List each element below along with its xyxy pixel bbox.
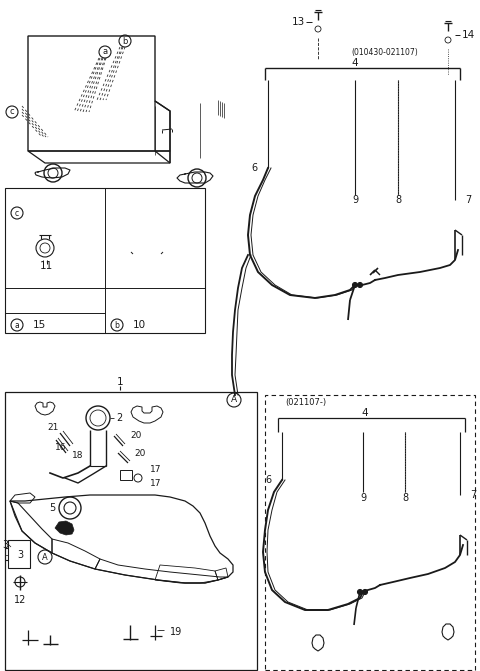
Text: 3: 3	[2, 540, 8, 550]
Text: 20: 20	[134, 448, 145, 458]
Bar	[265, 395, 475, 670]
Text: c: c	[10, 107, 14, 117]
Text: a: a	[102, 48, 108, 56]
Bar	[8, 540, 30, 568]
Text: 1: 1	[117, 377, 123, 387]
Text: 2: 2	[116, 413, 122, 423]
Text: b: b	[122, 36, 128, 46]
Text: c: c	[15, 209, 19, 217]
Bar	[5, 188, 205, 333]
Text: 17: 17	[150, 466, 161, 474]
Text: 21: 21	[48, 423, 59, 433]
Text: 9: 9	[360, 493, 366, 503]
Text: 13: 13	[292, 17, 305, 27]
Text: 9: 9	[352, 195, 358, 205]
Text: 12: 12	[14, 595, 26, 605]
Text: 10: 10	[133, 320, 146, 330]
Text: 4: 4	[362, 408, 368, 418]
Text: 8: 8	[402, 493, 408, 503]
Text: 16: 16	[55, 444, 66, 452]
Circle shape	[352, 282, 358, 287]
Text: 5: 5	[49, 503, 55, 513]
Text: 6: 6	[252, 163, 258, 173]
Text: a: a	[14, 321, 19, 329]
Text: 20: 20	[130, 431, 142, 440]
Text: 7: 7	[470, 490, 476, 500]
Text: (010430-021107): (010430-021107)	[352, 48, 419, 58]
Circle shape	[358, 590, 362, 595]
Text: (021107-): (021107-)	[285, 399, 326, 407]
Text: 3: 3	[17, 550, 23, 560]
Text: b: b	[115, 321, 120, 329]
Text: 18: 18	[72, 452, 83, 460]
Text: A: A	[231, 395, 237, 405]
Text: A: A	[42, 552, 48, 562]
Text: 15: 15	[33, 320, 46, 330]
Polygon shape	[55, 521, 74, 535]
Text: 19: 19	[170, 627, 182, 637]
Bar	[5, 392, 257, 670]
Text: 6: 6	[266, 475, 272, 485]
Text: 4: 4	[352, 58, 358, 68]
Text: 14: 14	[462, 30, 475, 40]
Text: 7: 7	[465, 195, 471, 205]
Bar	[120, 470, 132, 480]
Circle shape	[358, 282, 362, 287]
Text: 8: 8	[395, 195, 401, 205]
Text: 11: 11	[40, 261, 53, 271]
Circle shape	[362, 590, 368, 595]
Text: 17: 17	[150, 478, 161, 488]
